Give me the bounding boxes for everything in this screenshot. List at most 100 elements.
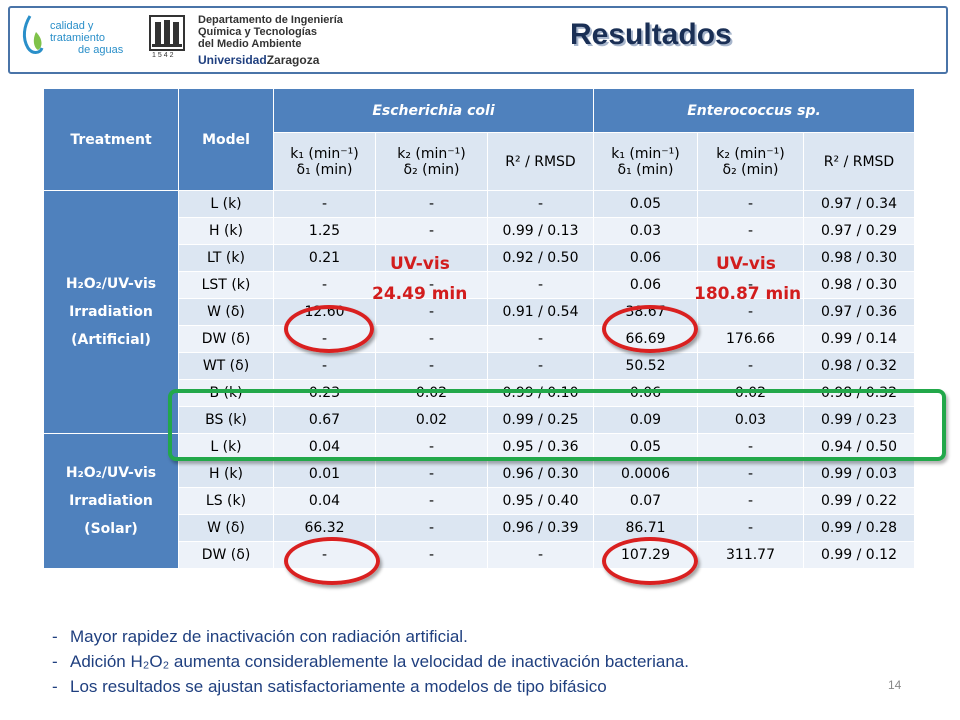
- logo-text-line1: calidad y tratamiento: [50, 20, 106, 44]
- value-cell: -: [273, 352, 376, 380]
- uvvis-entero-time: 180.87 min: [694, 284, 802, 304]
- subheader-entero-k1: k₁ (min⁻¹) δ₁ (min): [593, 132, 698, 191]
- header-enterococcus: Enterococcus sp.: [593, 88, 915, 133]
- value-cell: -: [375, 271, 488, 299]
- slide-title: Resultados: [570, 18, 732, 51]
- value-cell: -: [375, 487, 488, 515]
- value-cell: 0.99 / 0.14: [803, 325, 915, 353]
- highlight-circle-ecoli-solar: [284, 537, 380, 585]
- value-cell: 0.09: [593, 406, 698, 434]
- subheader-ecoli-k1: k₁ (min⁻¹) δ₁ (min): [273, 132, 376, 191]
- value-cell: 0.04: [273, 487, 376, 515]
- subheader-ecoli-r2: R² / RMSD: [487, 132, 594, 191]
- value-cell: 0.94 / 0.50: [803, 433, 915, 461]
- value-cell: 0.92 / 0.50: [487, 244, 594, 272]
- model-cell: LT (k): [178, 244, 274, 272]
- uvvis-entero-label: UV-vis: [716, 254, 776, 274]
- subheader-d2-label: δ₂ (min): [403, 161, 460, 178]
- calidad-agua-logo: calidad y tratamiento de aguas: [20, 12, 130, 66]
- value-cell: 0.98 / 0.32: [803, 352, 915, 380]
- value-cell: -: [487, 190, 594, 218]
- value-cell: 0.99 / 0.03: [803, 460, 915, 488]
- value-cell: 311.77: [697, 541, 804, 569]
- dept-line-2: Química y Tecnologías: [198, 26, 317, 38]
- conclusion-text: Mayor rapidez de inactivación con radiac…: [70, 627, 468, 646]
- model-cell: H (k): [178, 217, 274, 245]
- value-cell: 0.05: [593, 433, 698, 461]
- value-cell: 0.01: [273, 460, 376, 488]
- value-cell: 0.06: [593, 271, 698, 299]
- value-cell: 0.99 / 0.28: [803, 514, 915, 542]
- subheader-k2-label: k₂ (min⁻¹): [716, 145, 785, 162]
- header-ecoli: Escherichia coli: [273, 88, 594, 133]
- value-cell: -: [375, 433, 488, 461]
- model-cell: L (k): [178, 433, 274, 461]
- uvvis-ecoli-line1: UV-vis: [390, 254, 450, 274]
- value-cell: 0.96 / 0.30: [487, 460, 594, 488]
- group-label-line: (Artificial): [71, 332, 151, 348]
- university-crest-icon: 1542: [146, 12, 188, 64]
- value-cell: -: [697, 352, 804, 380]
- subheader-entero-r2: R² / RMSD: [803, 132, 915, 191]
- bullet-dash: -: [52, 652, 58, 671]
- value-cell: 0.96 / 0.39: [487, 514, 594, 542]
- subheader-d1-label: δ₁ (min): [296, 161, 353, 178]
- value-cell: 0.03: [593, 217, 698, 245]
- value-cell: 0.99 / 0.13: [487, 217, 594, 245]
- value-cell: 0.67: [273, 406, 376, 434]
- value-cell: 0.98 / 0.30: [803, 244, 915, 272]
- value-cell: 0.06: [593, 244, 698, 272]
- subheader-k1-label: k₁ (min⁻¹): [611, 145, 680, 162]
- subheader-d2-label: δ₂ (min): [722, 161, 779, 178]
- dept-line-3: del Medio Ambiente: [198, 38, 302, 50]
- header-treatment: Treatment: [43, 88, 179, 191]
- value-cell: 0.99 / 0.12: [803, 541, 915, 569]
- table-row: WT (δ) - - -50.52-0.98 / 0.32: [44, 352, 915, 380]
- model-cell: BS (k): [178, 406, 274, 434]
- header-model: Model: [178, 88, 274, 191]
- crest-year: 1542: [152, 52, 176, 59]
- model-cell: DW (δ): [178, 541, 274, 569]
- value-cell: 0.99 / 0.23: [803, 406, 915, 434]
- value-cell: 0.21: [273, 244, 376, 272]
- group-label-line: H₂O₂/UV-vis: [65, 465, 157, 481]
- slide-header: calidad y tratamiento de aguas 1542 Depa…: [0, 0, 960, 80]
- group-label-line: Irradiation: [69, 493, 153, 509]
- highlight-circle-ecoli-artificial: [284, 305, 374, 353]
- table-row: LT (k) 0.21 0.92 / 0.50 0.06 0.98 / 0.30: [44, 244, 915, 272]
- conclusion-item: - Los resultados se ajustan satisfactoria…: [52, 674, 689, 699]
- value-cell: 0.98 / 0.30: [803, 271, 915, 299]
- value-cell: 0.95 / 0.36: [487, 433, 594, 461]
- conclusions-list: - Mayor rapidez de inactivación con radia…: [52, 624, 689, 699]
- value-cell: 176.66: [697, 325, 804, 353]
- value-cell: -: [487, 352, 594, 380]
- value-cell: -: [487, 325, 594, 353]
- subheader-k2-label: k₂ (min⁻¹): [397, 145, 466, 162]
- model-cell: L (k): [178, 190, 274, 218]
- highlight-circle-entero-solar: [602, 537, 698, 585]
- value-cell: 0.02: [375, 406, 488, 434]
- model-cell: W (δ): [178, 514, 274, 542]
- university-name-bold: Universidad: [198, 53, 267, 67]
- model-cell: LS (k): [178, 487, 274, 515]
- uvvis-ecoli-label: UV-vis: [390, 254, 450, 274]
- value-cell: -: [697, 298, 804, 326]
- value-cell: -: [697, 514, 804, 542]
- table-row: LS (k) 0.04-0.95 / 0.40 0.07-0.99 / 0.22: [44, 487, 915, 515]
- value-cell: -: [375, 217, 488, 245]
- table-row: H₂O₂/UV-vis Irradiation (Artificial) L (k) -…: [43, 190, 915, 434]
- value-cell: -: [487, 541, 594, 569]
- table-row: H (k) 0.01-0.96 / 0.30 0.0006-0.99 / 0.03: [44, 460, 915, 488]
- department-name: Departamento de Ingeniería Química y Tec…: [198, 14, 343, 66]
- value-cell: -: [375, 514, 488, 542]
- conclusion-item: - Mayor rapidez de inactivación con radia…: [52, 624, 689, 649]
- value-cell: -: [697, 190, 804, 218]
- subheader-entero-k2: k₂ (min⁻¹) δ₂ (min): [697, 132, 804, 191]
- value-cell: 0.05: [593, 190, 698, 218]
- value-cell: [697, 244, 804, 272]
- value-cell: 0.99 / 0.22: [803, 487, 915, 515]
- uvvis-ecoli-time: 24.49 min: [372, 284, 468, 304]
- model-cell: LST (k): [178, 271, 274, 299]
- university-name: UniversidadZaragoza: [198, 54, 343, 66]
- bullet-dash: -: [52, 677, 58, 696]
